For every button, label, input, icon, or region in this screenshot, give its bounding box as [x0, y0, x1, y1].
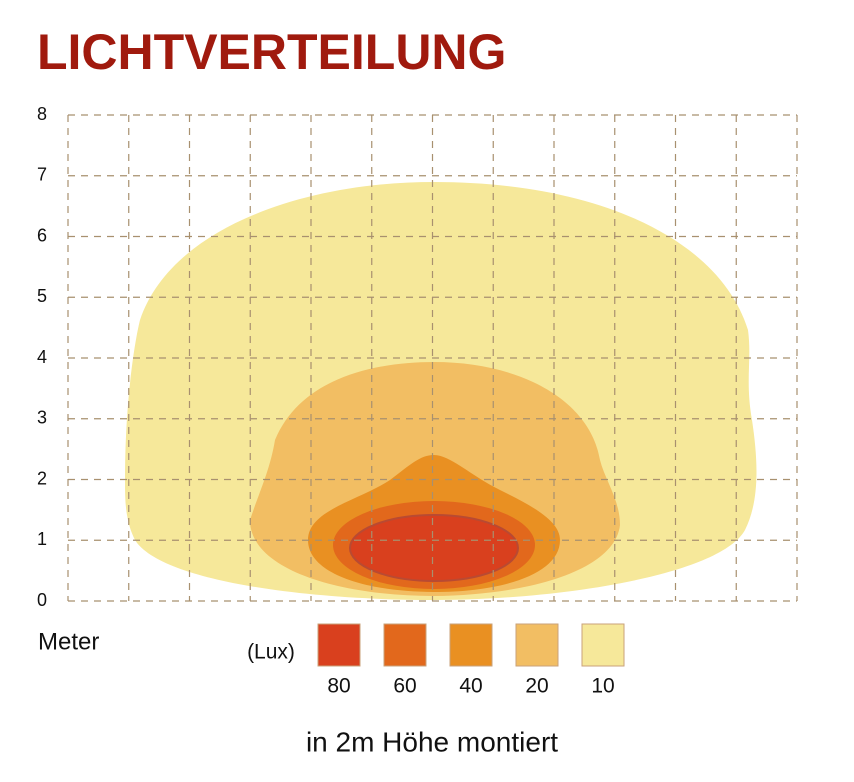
legend-label: 20	[525, 675, 548, 698]
y-axis-label: Meter	[38, 628, 99, 655]
y-tick-label: 0	[37, 590, 47, 610]
isolux-area	[349, 514, 519, 582]
legend-swatch	[515, 623, 559, 667]
grid	[67, 114, 798, 602]
legend-label: 60	[393, 675, 416, 698]
legend-swatch	[581, 623, 625, 667]
y-tick-label: 2	[37, 468, 47, 488]
legend-label: 10	[591, 675, 614, 698]
y-tick-label: 8	[37, 104, 47, 124]
legend-label: 40	[459, 675, 482, 698]
y-tick-label: 6	[37, 225, 47, 245]
y-tick-label: 7	[37, 165, 47, 185]
y-tick-label: 1	[37, 529, 47, 549]
y-tick-label: 3	[37, 408, 47, 428]
legend-swatch	[449, 623, 493, 667]
contours	[125, 182, 757, 600]
legend-swatch	[317, 623, 361, 667]
caption: in 2m Höhe montiert	[306, 726, 558, 757]
legend-label: 80	[327, 675, 350, 698]
legend-title: (Lux)	[247, 641, 295, 664]
y-tick-label: 4	[37, 347, 47, 367]
y-tick-label: 5	[37, 286, 47, 306]
legend-swatch	[383, 623, 427, 667]
chart-title: LICHTVERTEILUNG	[37, 24, 506, 80]
